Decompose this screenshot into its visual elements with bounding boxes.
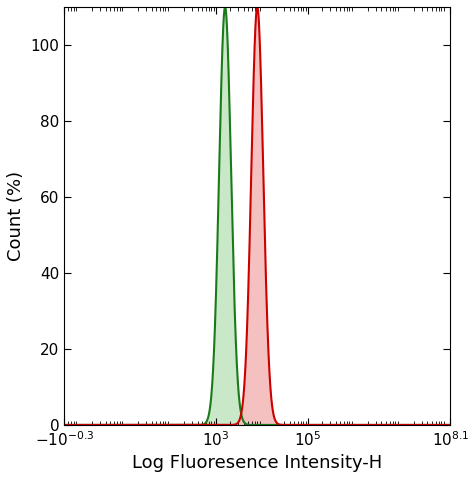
Y-axis label: Count (%): Count (%) [7,171,25,261]
X-axis label: Log Fluoresence Intensity-H: Log Fluoresence Intensity-H [132,454,382,472]
